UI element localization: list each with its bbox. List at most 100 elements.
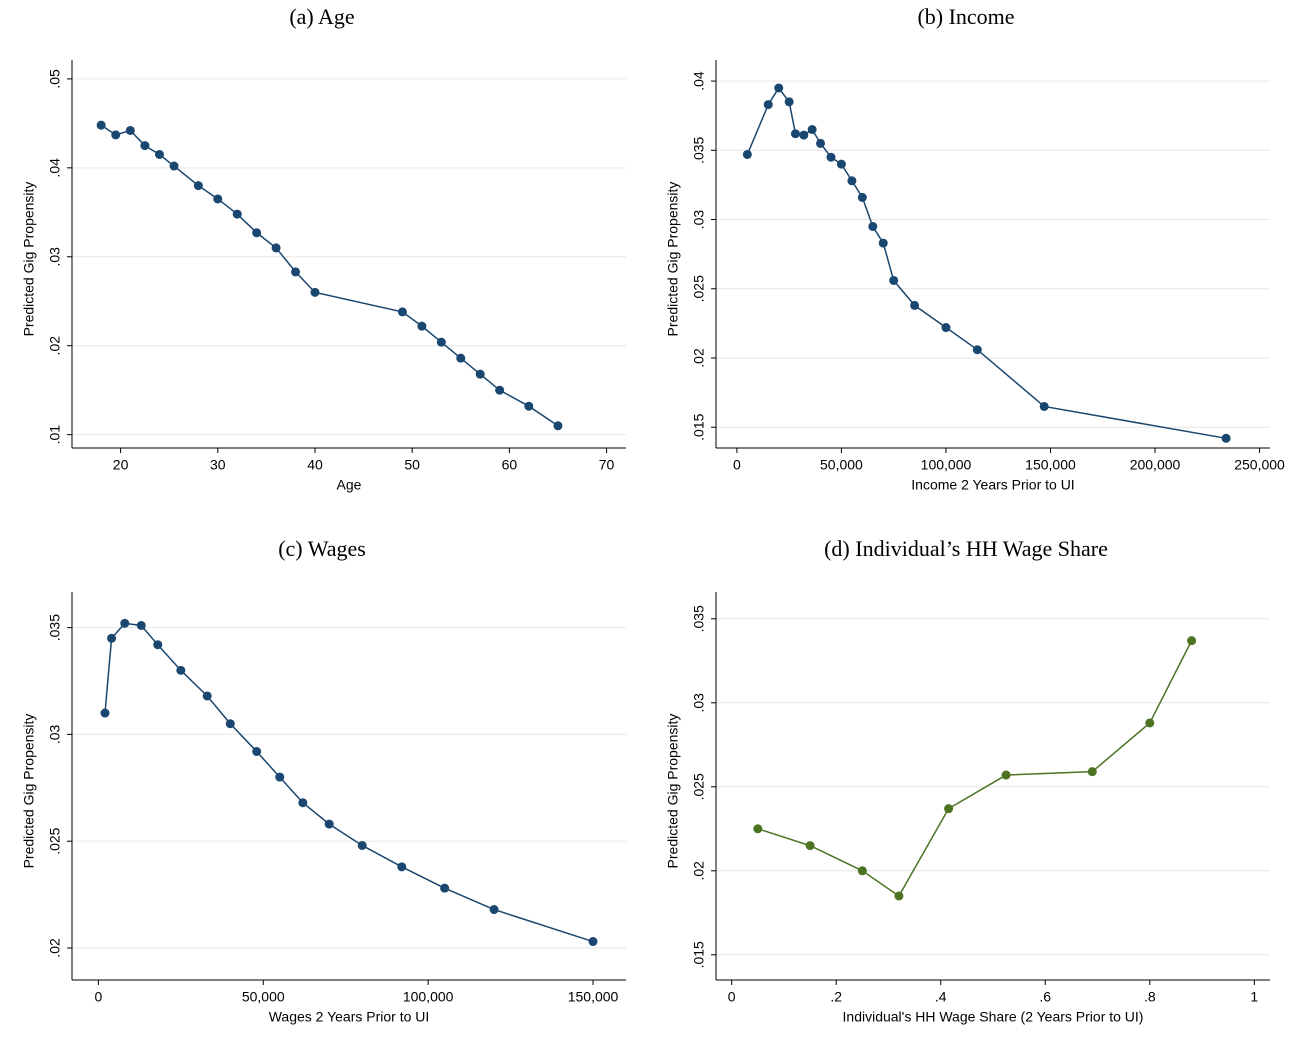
panel: (d) Individual’s HH Wage Share .015 .02 .02… (665, 536, 1270, 1025)
point (440, 883, 450, 893)
x-tick-label: 0 (728, 989, 736, 1005)
y-axis-title: Predicted Gig Propensity (665, 714, 681, 869)
y-tick-label: .02 (47, 938, 63, 958)
point (232, 209, 242, 219)
point (524, 401, 534, 411)
panel-title: (b) Income (917, 4, 1014, 29)
x-tick-label: 0 (94, 989, 102, 1005)
series-line (100, 124, 559, 427)
point (291, 267, 301, 277)
y-tick-label: .015 (691, 941, 707, 968)
point (836, 159, 846, 169)
point (857, 866, 867, 876)
panel-title: (d) Individual’s HH Wage Share (824, 536, 1108, 561)
point (553, 421, 563, 431)
x-axis-title: Age (337, 477, 362, 493)
y-tick-label: .02 (691, 348, 707, 368)
y-tick-label: .04 (691, 71, 707, 91)
x-tick-label: 40 (307, 457, 323, 473)
point (275, 772, 285, 782)
x-tick-label: .4 (935, 989, 947, 1005)
point (475, 369, 485, 379)
point (972, 345, 982, 355)
point (169, 161, 179, 171)
point (417, 321, 427, 331)
point (252, 228, 262, 238)
point (826, 152, 836, 162)
point (120, 618, 130, 628)
point (154, 149, 164, 159)
x-tick-label: 30 (210, 457, 226, 473)
x-tick-label: 50,000 (820, 457, 863, 473)
point (397, 862, 407, 872)
point (588, 937, 598, 947)
y-tick-label: .025 (691, 275, 707, 302)
panel-title: (a) Age (289, 4, 354, 29)
x-tick-label: 100,000 (921, 457, 972, 473)
point (202, 691, 212, 701)
point (742, 149, 752, 159)
panel: (a) Age .01 .02 .03 .04 .05 20 30 40 50 60 70 Age Pre… (21, 4, 626, 493)
point (213, 194, 223, 204)
point (784, 97, 794, 107)
point (100, 708, 110, 718)
x-axis-title: Income 2 Years Prior to UI (911, 477, 1074, 493)
point (397, 307, 407, 317)
point (96, 120, 106, 130)
point (889, 275, 899, 285)
series-line (746, 86, 1227, 440)
point (790, 129, 800, 139)
point (857, 192, 867, 202)
point (894, 891, 904, 901)
x-tick-label: .6 (1039, 989, 1051, 1005)
point (816, 138, 826, 148)
y-tick-label: .025 (47, 827, 63, 854)
x-tick-label: 20 (113, 457, 129, 473)
point (357, 840, 367, 850)
x-tick-label: 200,000 (1130, 457, 1181, 473)
point (1087, 767, 1097, 777)
panel-title: (c) Wages (278, 536, 366, 561)
point (489, 905, 499, 915)
x-tick-label: 1 (1250, 989, 1258, 1005)
point (153, 640, 163, 650)
x-tick-label: 100,000 (403, 989, 454, 1005)
y-tick-label: .04 (47, 158, 63, 178)
point (271, 243, 281, 253)
point (805, 841, 815, 851)
y-tick-label: .035 (47, 614, 63, 641)
y-axis-title: Predicted Gig Propensity (21, 182, 37, 337)
point (1145, 718, 1155, 728)
point (868, 221, 878, 231)
x-tick-label: .2 (830, 989, 842, 1005)
y-tick-label: .01 (47, 425, 63, 445)
y-tick-label: .035 (691, 136, 707, 163)
point (807, 125, 817, 135)
y-tick-label: .05 (47, 69, 63, 89)
point (140, 141, 150, 151)
point (774, 83, 784, 93)
point (298, 798, 308, 808)
point (176, 665, 186, 675)
point (847, 176, 857, 186)
y-tick-label: .02 (691, 861, 707, 881)
point (193, 181, 203, 191)
point (1039, 401, 1049, 411)
x-tick-label: 0 (733, 457, 741, 473)
y-tick-label: .035 (691, 605, 707, 632)
point (310, 287, 320, 297)
x-tick-label: 150,000 (1025, 457, 1076, 473)
point (107, 633, 117, 643)
x-tick-label: 250,000 (1234, 457, 1285, 473)
point (910, 300, 920, 310)
x-tick-label: 50,000 (242, 989, 285, 1005)
point (941, 323, 951, 333)
y-tick-label: .03 (47, 724, 63, 744)
x-tick-label: 150,000 (568, 989, 619, 1005)
y-tick-label: .03 (691, 693, 707, 713)
point (136, 620, 146, 630)
y-tick-label: .02 (47, 336, 63, 356)
point (763, 100, 773, 110)
series-line (757, 640, 1193, 898)
point (436, 337, 446, 347)
